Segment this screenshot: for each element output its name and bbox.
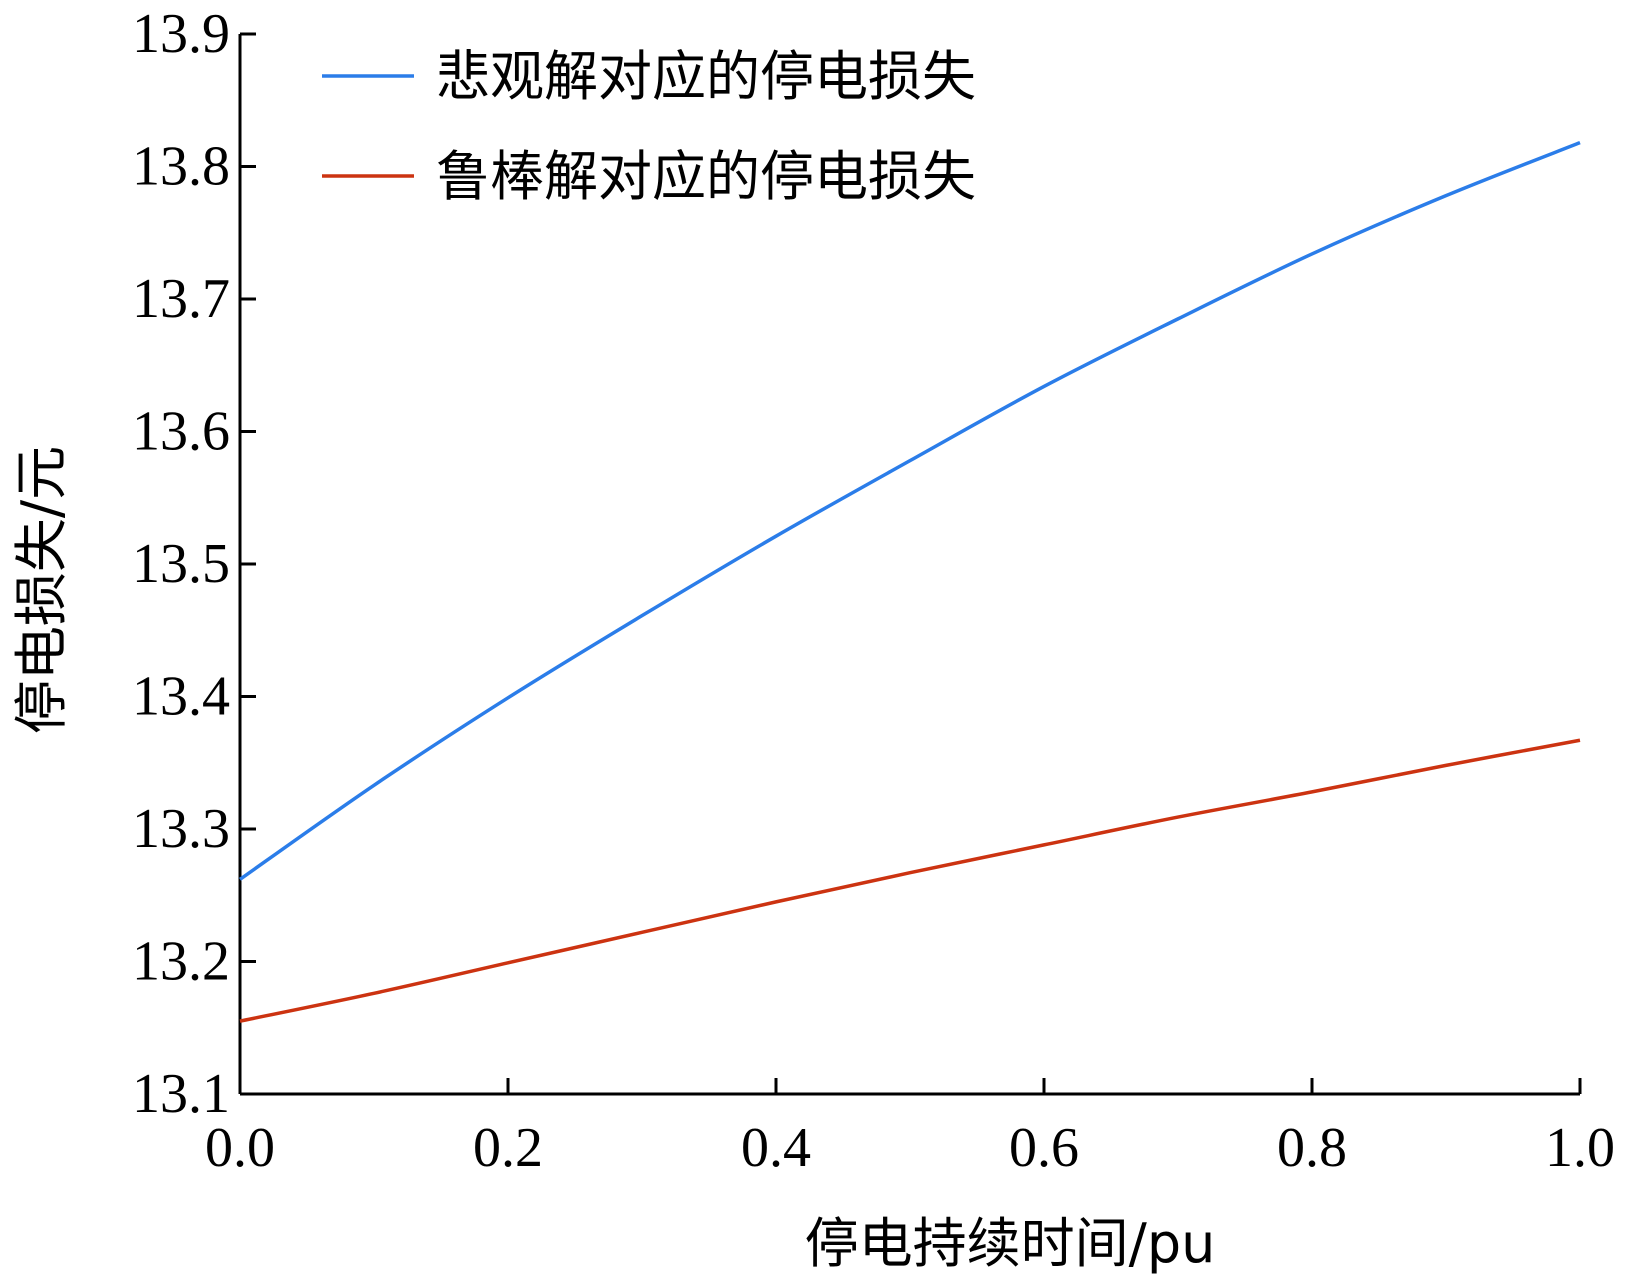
- legend-label-2: 鲁棒解对应的停电损失: [436, 145, 976, 208]
- y-axis-title: 停电损失/元: [10, 446, 73, 734]
- y-tick-label: 13.4: [132, 666, 230, 728]
- series-line-2: [239, 738, 1581, 1023]
- y-tick-label: 13.2: [132, 931, 230, 993]
- y-tick-label: 13.6: [132, 401, 230, 463]
- y-tick-label: 13.1: [132, 1063, 230, 1125]
- y-tick-label: 13.3: [132, 798, 230, 860]
- x-axis-ticks: 0.0 0.2 0.4 0.6 0.8 1.0: [205, 1078, 1615, 1179]
- x-tick-label: 1.0: [1545, 1117, 1615, 1179]
- y-tick-label: 13.5: [132, 533, 230, 595]
- y-axis-ticks: 13.1 13.2 13.3 13.4 13.5 13.6 13.7 13.8 13.9: [132, 3, 256, 1125]
- x-tick-label: 0.8: [1277, 1117, 1347, 1179]
- series-line-1: [238, 141, 1581, 881]
- series-layer: [238, 141, 1581, 1023]
- x-tick-label: 0.0: [205, 1117, 275, 1179]
- y-tick-label: 13.9: [132, 3, 230, 65]
- y-tick-label: 13.7: [132, 268, 230, 330]
- x-tick-label: 0.2: [473, 1117, 543, 1179]
- legend-label-1: 悲观解对应的停电损失: [436, 45, 976, 108]
- x-tick-label: 0.6: [1009, 1117, 1079, 1179]
- y-tick-label: 13.8: [132, 136, 230, 198]
- x-axis-title: 停电持续时间/pu: [805, 1212, 1216, 1275]
- x-tick-label: 0.4: [741, 1117, 811, 1179]
